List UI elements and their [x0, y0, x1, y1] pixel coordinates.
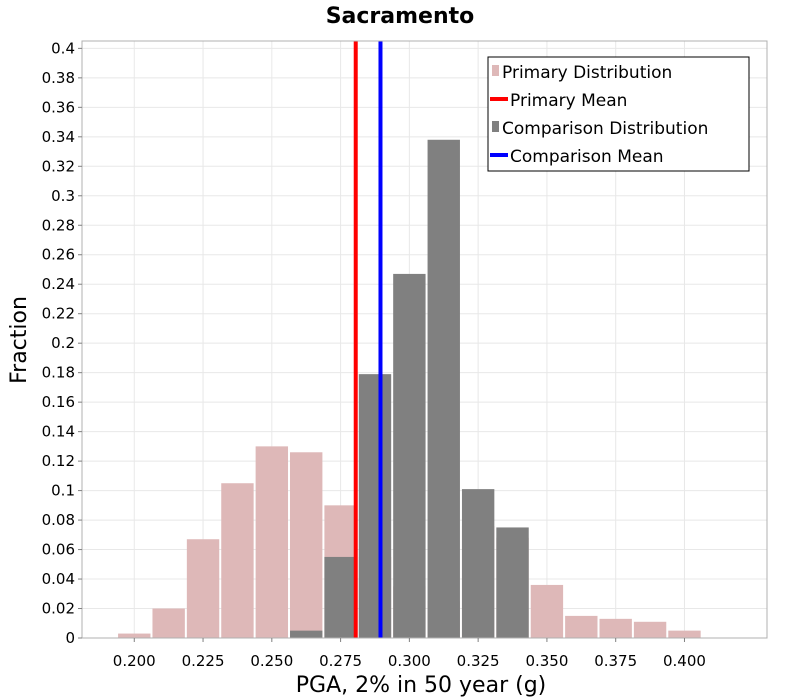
legend-swatch-primary-distribution	[492, 65, 499, 76]
legend-label-comparison-mean: Comparison Mean	[510, 147, 664, 167]
y-tick-label: 0.24	[42, 275, 75, 293]
primary-distribution-bar	[599, 618, 632, 638]
x-tick-label: 0.350	[525, 652, 568, 670]
comparison-distribution-bar	[427, 139, 460, 638]
x-tick-label: 0.250	[250, 652, 293, 670]
comparison-distribution-bars	[290, 139, 529, 638]
x-tick-label: 0.400	[663, 652, 706, 670]
comparison-distribution-bar	[324, 556, 357, 638]
primary-distribution-bar	[186, 539, 220, 638]
primary-distribution-bar	[633, 621, 667, 638]
y-tick-label: 0.28	[42, 216, 75, 234]
primary-distribution-bar	[221, 483, 254, 638]
primary-distribution-bar	[668, 630, 701, 638]
x-tick-label: 0.300	[388, 652, 431, 670]
y-tick-label: 0.1	[51, 482, 75, 500]
primary-distribution-bar	[290, 452, 323, 638]
mean-lines	[353, 41, 383, 638]
y-tick-label: 0.34	[42, 128, 75, 146]
y-tick-label: 0.2	[51, 334, 75, 352]
x-tick-label: 0.275	[319, 652, 362, 670]
primary-distribution-bar	[152, 608, 185, 638]
y-tick-label: 0.02	[42, 600, 75, 618]
primary-distribution-bar	[118, 633, 151, 638]
primary-distribution-bar	[565, 615, 598, 638]
legend-label-primary-distribution: Primary Distribution	[502, 63, 672, 83]
y-tick-label: 0.38	[42, 69, 75, 87]
legend-swatch-comparison-distribution	[492, 121, 499, 132]
x-tick-label: 0.375	[594, 652, 637, 670]
legend-label-primary-mean: Primary Mean	[510, 91, 627, 111]
y-tick-label: 0.06	[42, 541, 75, 559]
y-tick-label: 0.04	[42, 570, 75, 588]
y-tick-label: 0.26	[42, 246, 75, 264]
primary-distribution-bar	[530, 584, 564, 638]
x-tick-label: 0.200	[113, 652, 156, 670]
legend-box	[487, 56, 750, 172]
y-tick-label: 0.3	[51, 187, 75, 205]
y-axis-title: Fraction	[7, 296, 32, 384]
y-tick-label: 0.32	[42, 157, 75, 175]
comparison-distribution-bar	[358, 374, 392, 638]
plot-area-frame	[81, 40, 768, 639]
primary-distribution-bar	[255, 446, 289, 638]
comparison-distribution-bar	[496, 527, 529, 638]
comparison-distribution-bar	[461, 489, 495, 638]
y-tick-label: 0	[65, 629, 75, 647]
y-tick-label: 0.08	[42, 511, 75, 529]
y-tick-label: 0.36	[42, 98, 75, 116]
y-tick-label: 0.16	[42, 393, 75, 411]
x-axis-ticks: 0.200 0.225 0.250 0.275 0.300 0.325 0.350 0.375…	[113, 638, 706, 670]
y-tick-label: 0.12	[42, 452, 75, 470]
y-tick-label: 0.22	[42, 305, 75, 323]
x-tick-label: 0.325	[457, 652, 500, 670]
y-tick-label: 0.14	[42, 423, 75, 441]
chart-title: Sacramento	[326, 4, 475, 29]
x-tick-label: 0.225	[182, 652, 225, 670]
y-axis-ticks: 0 0.02 0.04 0.06 0.08 0.1 0.12 0.14 0.16 0.18 0.2 0…	[42, 39, 82, 647]
legend-label-comparison-distribution: Comparison Distribution	[502, 119, 708, 139]
legend: Primary Distribution Primary Mean Compar…	[487, 56, 750, 172]
comparison-distribution-bar	[393, 273, 426, 638]
comparison-distribution-bar	[290, 630, 323, 638]
x-axis-title: PGA, 2% in 50 year (g)	[296, 673, 547, 698]
y-tick-label: 0.18	[42, 364, 75, 382]
y-tick-label: 0.4	[51, 39, 75, 57]
